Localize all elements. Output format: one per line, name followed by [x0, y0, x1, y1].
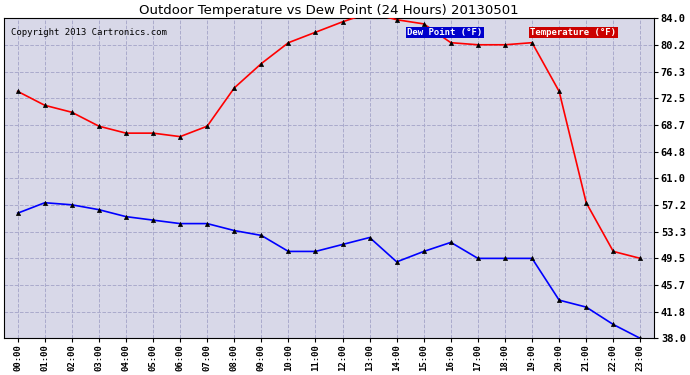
- Text: Copyright 2013 Cartronics.com: Copyright 2013 Cartronics.com: [10, 28, 166, 37]
- Title: Outdoor Temperature vs Dew Point (24 Hours) 20130501: Outdoor Temperature vs Dew Point (24 Hou…: [139, 4, 519, 17]
- Text: Temperature (°F): Temperature (°F): [531, 28, 616, 37]
- Text: Dew Point (°F): Dew Point (°F): [407, 28, 482, 37]
